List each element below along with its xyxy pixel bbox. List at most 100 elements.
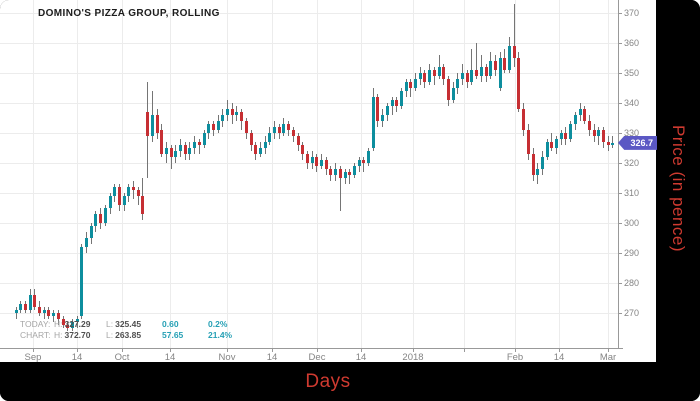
y-axis-label: 320	[624, 157, 640, 168]
y-axis-label: 330	[624, 127, 640, 138]
y-axis-label: 300	[624, 217, 640, 228]
today-change-value: 0.60	[162, 319, 179, 329]
candle-wick	[598, 127, 600, 145]
candle-body	[602, 130, 605, 142]
candle-body	[395, 100, 399, 106]
candle-body	[132, 187, 135, 190]
chart-panel: 370 360 350 340 330 320 310 300 290 280 270 Sep 14 Oc…	[0, 0, 657, 363]
gridline-horizontal	[0, 313, 618, 314]
candle-body	[348, 172, 352, 175]
candle-body	[498, 58, 502, 88]
x-axis-line	[0, 348, 623, 349]
y-axis-title-band: Price (in pence)	[656, 0, 700, 401]
candle-body	[103, 208, 107, 223]
candle-body	[461, 73, 464, 79]
candle-body	[310, 157, 314, 163]
candle-body	[66, 325, 70, 328]
candle-body	[437, 67, 441, 76]
candle-body	[305, 154, 309, 163]
candle-body	[108, 196, 112, 208]
high-key: H:	[54, 319, 63, 329]
gridline-vertical	[515, 0, 516, 348]
candle-body	[418, 73, 422, 79]
candle-body	[42, 310, 46, 313]
gridline-vertical	[559, 0, 560, 348]
x-axis-label: Nov	[218, 352, 236, 363]
x-axis-tick	[559, 348, 560, 352]
candle-body	[522, 109, 526, 130]
candle-body	[113, 187, 117, 196]
gridline-horizontal	[0, 133, 618, 134]
candle-body	[258, 148, 262, 154]
candle-body	[249, 133, 253, 145]
candle-body	[536, 169, 540, 175]
chart-change-value: 57.65	[162, 330, 184, 340]
candle-body	[475, 70, 479, 76]
chart-change-pct: 21.4%	[208, 330, 233, 340]
today-low-value: 325.45	[115, 319, 142, 329]
x-axis-tick	[77, 348, 78, 352]
candle-body	[277, 127, 281, 133]
candle-body	[89, 226, 93, 238]
y-axis-tick	[618, 283, 622, 284]
candle-wick	[76, 316, 78, 328]
y-axis-label: 310	[624, 187, 640, 198]
y-axis-label: 280	[624, 277, 640, 288]
price-chart[interactable]: 370 360 350 340 330 320 310 300 290 280 270 Sep 14 Oc…	[0, 0, 656, 363]
candle-body	[493, 61, 497, 70]
candle-wick	[612, 136, 614, 148]
candle-body	[268, 133, 272, 142]
candle-wick	[349, 169, 351, 184]
candle-body	[564, 133, 568, 139]
candle-wick	[363, 157, 365, 172]
y-axis-line	[618, 0, 619, 349]
y-axis-tick	[618, 223, 622, 224]
candle-body	[362, 160, 366, 163]
candle-body	[324, 160, 328, 169]
candle-body	[122, 196, 126, 205]
candle-body	[235, 112, 239, 115]
chart-high-value: 372.70	[64, 330, 91, 340]
y-axis-tick	[618, 73, 622, 74]
ohlc-legend: TODAY: H: 327.29 L: 325.45 0.60 0.2% CHART…	[20, 319, 248, 341]
candle-wick	[513, 4, 515, 67]
candle-body	[550, 142, 554, 148]
candle-body	[164, 148, 168, 154]
candle-body	[301, 145, 305, 154]
y-axis-tick	[618, 163, 622, 164]
candle-wick	[15, 307, 17, 319]
candle-wick	[410, 79, 412, 97]
candle-body	[94, 214, 98, 226]
candle-body	[291, 130, 295, 136]
candle-body	[512, 46, 516, 58]
candle-body	[329, 169, 333, 175]
candle-body	[282, 124, 286, 133]
candle-body	[606, 142, 610, 145]
candle-wick	[170, 145, 172, 169]
y-axis-label: 290	[624, 247, 640, 258]
y-axis-tick	[618, 193, 622, 194]
gridline-vertical	[170, 0, 171, 348]
x-axis-label: 14	[71, 352, 83, 363]
candle-body	[484, 67, 488, 76]
x-axis-label: Oct	[114, 352, 130, 363]
candle-body	[207, 124, 211, 133]
candle-body	[545, 142, 549, 157]
candle-body	[423, 73, 427, 82]
low-key: L:	[106, 330, 114, 340]
candle-body	[230, 109, 234, 115]
x-axis-label: 14	[266, 352, 278, 363]
legend-row-today: TODAY: H: 327.29 L: 325.45 0.60 0.2%	[20, 319, 248, 330]
candle-body	[23, 304, 27, 310]
candle-body	[80, 247, 84, 316]
gridline-horizontal	[0, 73, 618, 74]
gridline-horizontal	[0, 283, 618, 284]
low-key: L:	[106, 319, 114, 329]
y-axis-label: 350	[624, 67, 640, 78]
candle-body	[160, 130, 164, 154]
candle-body	[75, 319, 79, 322]
gridline-vertical	[33, 0, 34, 348]
candle-body	[150, 115, 154, 136]
candle-body	[263, 142, 267, 148]
x-axis-tick	[608, 348, 609, 352]
